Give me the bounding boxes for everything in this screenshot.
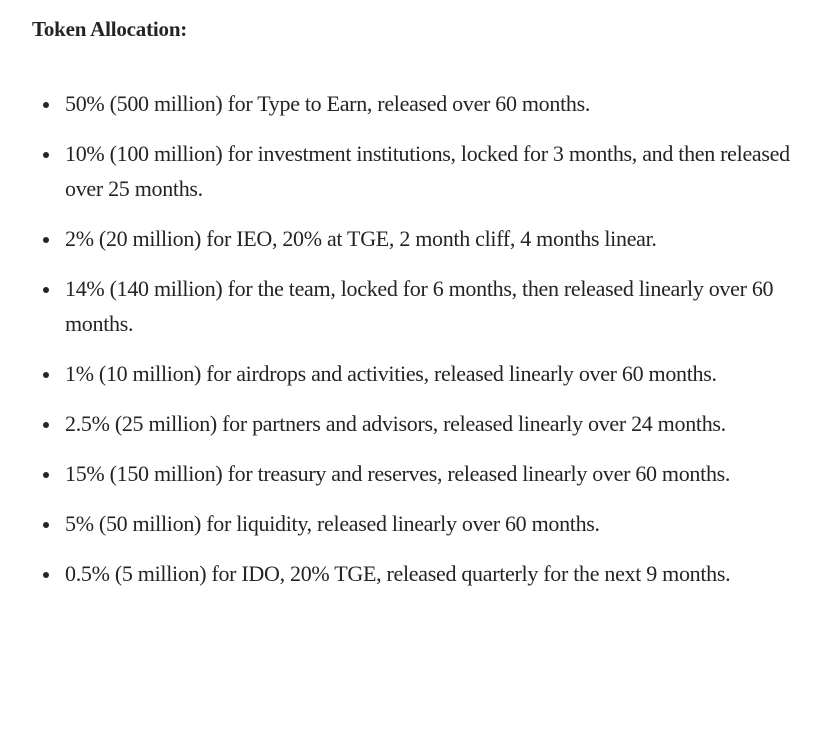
- list-item: 0.5% (5 million) for IDO, 20% TGE, relea…: [40, 556, 800, 591]
- list-item: 2.5% (25 million) for partners and advis…: [40, 406, 800, 441]
- list-item: 5% (50 million) for liquidity, released …: [40, 506, 800, 541]
- list-item: 1% (10 million) for airdrops and activit…: [40, 356, 800, 391]
- list-item: 14% (140 million) for the team, locked f…: [40, 271, 800, 341]
- section-heading: Token Allocation:: [32, 17, 188, 41]
- list-item: 2% (20 million) for IEO, 20% at TGE, 2 m…: [40, 221, 800, 256]
- list-item: 15% (150 million) for treasury and reser…: [40, 456, 800, 491]
- list-item: 10% (100 million) for investment institu…: [40, 136, 800, 206]
- list-item: 50% (500 million) for Type to Earn, rele…: [40, 86, 800, 121]
- allocation-list: 50% (500 million) for Type to Earn, rele…: [40, 86, 800, 606]
